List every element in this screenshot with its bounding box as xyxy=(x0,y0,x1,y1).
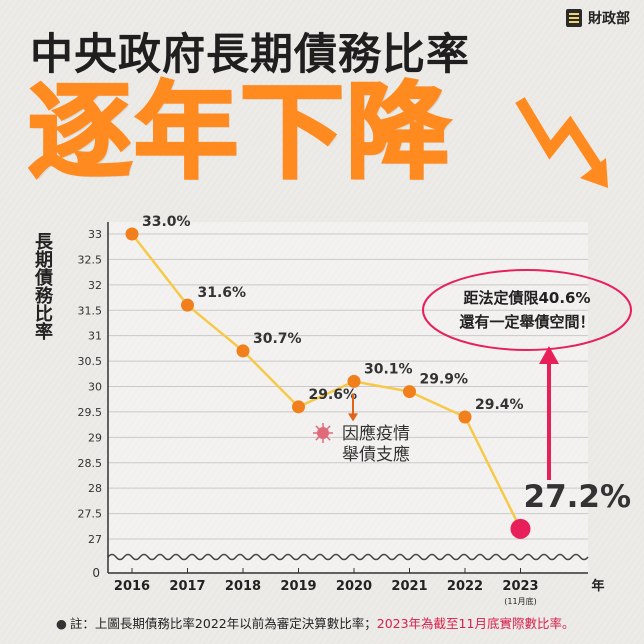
data-label: 29.9% xyxy=(420,372,469,388)
data-point xyxy=(403,385,416,399)
debt-limit-line2: 還有一定舉債空間！ xyxy=(459,313,594,331)
data-point xyxy=(181,298,194,312)
data-point xyxy=(458,410,472,424)
y-tick-label: 27.5 xyxy=(78,508,103,521)
x-tick-sublabel: (11月底) xyxy=(504,596,536,606)
bullet-icon: ● xyxy=(56,616,67,631)
y-tick-label: 29 xyxy=(88,431,102,444)
data-point xyxy=(347,374,361,388)
data-point xyxy=(292,400,305,414)
data-point-highlight xyxy=(510,518,531,539)
y-tick-label: 28 xyxy=(88,482,102,495)
axis-break-icon xyxy=(107,553,589,561)
brand-name: 財政部 xyxy=(588,11,630,27)
debt-limit-line1: 距法定債限40.6% xyxy=(463,289,590,307)
x-tick-label: 2018 xyxy=(225,579,261,594)
y-tick-label: 32 xyxy=(88,279,102,292)
y-tick-label: 29.5 xyxy=(78,406,103,419)
y-axis-label: 長期債務比率 xyxy=(32,232,53,340)
y-tick-label: 30.5 xyxy=(78,355,103,368)
pandemic-annotation-line2: 舉債支應 xyxy=(342,444,410,465)
y-tick-label-zero: 0 xyxy=(92,566,100,580)
data-label: 30.1% xyxy=(364,361,413,377)
y-tick-label: 27 xyxy=(88,533,102,546)
y-tick-label: 30 xyxy=(88,381,102,394)
x-tick-label: 2021 xyxy=(391,579,427,594)
virus-spike xyxy=(315,425,320,430)
x-tick-label: 2017 xyxy=(169,579,205,594)
footnote-highlight: 2023年為截至11月底實際數比率。 xyxy=(376,616,575,631)
series-line xyxy=(131,233,522,530)
data-label: 33.0% xyxy=(142,214,191,230)
virus-icon xyxy=(317,427,329,439)
virus-spike xyxy=(315,436,320,441)
data-label: 29.6% xyxy=(309,387,358,403)
pandemic-arrowhead xyxy=(348,413,358,422)
ministry-of-finance-logo-icon xyxy=(566,9,582,27)
x-tick-label: 2022 xyxy=(447,579,483,594)
pandemic-annotation-line1: 因應疫情 xyxy=(342,423,410,444)
data-label-highlight: 27.2% xyxy=(524,479,632,515)
data-point xyxy=(125,227,139,241)
x-axis-label: 年 xyxy=(591,578,604,594)
x-tick-label: 2019 xyxy=(280,579,316,594)
y-tick-label: 31.5 xyxy=(78,304,103,317)
virus-spike xyxy=(326,425,331,430)
footnote: ● 註：上圖長期債務比率2022年以前為審定決算數比率；2023年為截至11月底實… xyxy=(56,613,574,632)
data-label: 31.6% xyxy=(198,285,247,301)
footnote-main: 註：上圖長期債務比率2022年以前為審定決算數比率； xyxy=(69,616,377,631)
data-point xyxy=(236,344,250,358)
debt-limit-bubble xyxy=(422,269,632,351)
page-title: 中央政府長期債務比率 xyxy=(30,30,470,80)
y-tick-label: 28.5 xyxy=(78,457,103,470)
x-tick-label: 2023 xyxy=(502,579,538,594)
y-tick-label: 32.5 xyxy=(78,253,103,266)
headline: 逐年下降 xyxy=(26,71,453,193)
y-tick-label: 31 xyxy=(88,330,102,343)
x-tick-label: 2020 xyxy=(336,579,372,594)
data-label: 29.4% xyxy=(475,397,524,413)
headroom-arrowhead xyxy=(539,346,559,364)
brand: 財政部 xyxy=(566,8,630,28)
x-tick-label: 2016 xyxy=(114,579,150,594)
virus-spike xyxy=(326,436,331,441)
y-tick-label: 33 xyxy=(88,228,102,241)
data-label: 30.7% xyxy=(253,331,302,347)
